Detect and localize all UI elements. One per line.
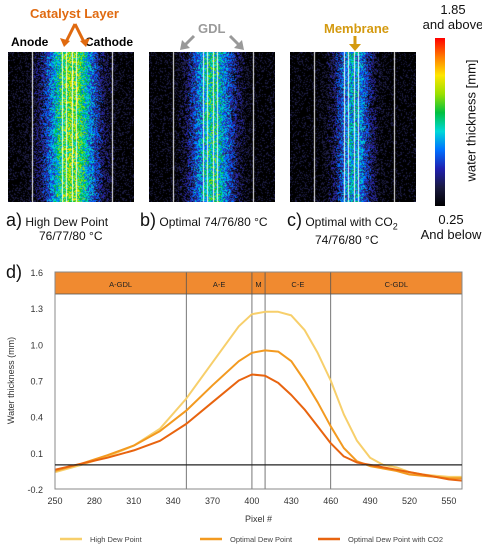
y-tick-label-1: 0.1 [30,449,43,459]
x-tick-label-0: 250 [47,496,62,506]
plot-frame [54,271,463,490]
y-tick-label-2: 0.4 [30,413,43,423]
y-tick-label-6: 1.6 [30,268,43,278]
caption-c: c) Optimal with CO2 74/76/80 °C [287,210,437,248]
legend-label-2: Optimal Dew Point with CO2 [348,535,443,544]
region-label-4: C-GDL [385,280,408,289]
caption-a-letter: a) [6,210,23,230]
x-tick-label-4: 370 [205,496,220,506]
x-tick-label-2: 310 [126,496,141,506]
caption-b-line1: Optimal 74/76/80 °C [159,215,268,229]
x-tick-label-5: 400 [244,496,259,506]
x-tick-label-7: 460 [323,496,338,506]
caption-a-line1: High Dew Point [25,215,109,229]
x-tick-label-8: 490 [363,496,378,506]
gdl-label: GDL [198,21,226,36]
x-tick-label-9: 520 [402,496,417,506]
caption-c-letter: c) [287,210,302,230]
gdl-arrows-icon [180,34,244,50]
colorbar-axis-label: water thickness [mm] [463,59,479,182]
y-tick-label-0: -0.2 [27,485,43,495]
legend-label-1: Optimal Dew Point [230,535,293,544]
x-tick-label-1: 280 [87,496,102,506]
image-panel-b [149,52,275,202]
colorbar-top-label: 1.85 and above [418,2,482,32]
caption-a-line2: 76/77/80 °C [39,229,103,243]
caption-b-letter: b) [140,210,157,230]
caption-b: b) Optimal 74/76/80 °C [140,210,290,230]
caption-c-line1: Optimal with CO [305,215,393,229]
caption-c-sub: 2 [392,221,398,232]
y-tick-label-4: 1.0 [30,340,43,350]
x-tick-label-10: 550 [441,496,456,506]
water-thickness-chart: A-GDL A-E M C-E C-GDL -0.2 0.1 0.4 0.7 1.0 1.3 1.6… [6,268,463,544]
membrane-arrow-icon [349,36,361,51]
region-label-2: M [255,280,261,289]
colorbar-bottom-value: 0.25 [438,212,464,227]
region-label-3: C-E [291,280,304,289]
region-label-1: A-E [213,280,226,289]
caption-c-line2: 74/76/80 °C [315,233,379,248]
colorbar-bottom-label: 0.25 And below [418,212,482,242]
colorbar [435,38,445,206]
chart-letter: d) [6,262,23,282]
colorbar-bottom-text: And below [420,227,482,242]
colorbar-top-text: and above [422,17,482,32]
image-panel-c [290,52,416,202]
x-tick-label-6: 430 [284,496,299,506]
image-panel-a [8,52,134,202]
catalyst-layer-label: Catalyst Layer [30,6,119,21]
caption-a: a) High Dew Point 76/77/80 °C [6,210,146,243]
anode-label: Anode [11,35,49,49]
series-line-1 [54,349,462,480]
y-tick-label-3: 0.7 [30,377,43,387]
cathode-label: Cathode [85,35,133,49]
legend-label-0: High Dew Point [90,535,143,544]
catalyst-arrows-icon [60,23,90,47]
x-axis-label: Pixel # [245,514,272,524]
membrane-label: Membrane [324,21,390,36]
colorbar-top-value: 1.85 [440,2,466,17]
series-line-2 [54,373,463,482]
region-label-0: A-GDL [109,280,132,289]
y-tick-label-5: 1.3 [30,304,43,314]
x-tick-label-3: 340 [166,496,181,506]
y-axis-label: Water thickness (mm) [6,337,16,424]
